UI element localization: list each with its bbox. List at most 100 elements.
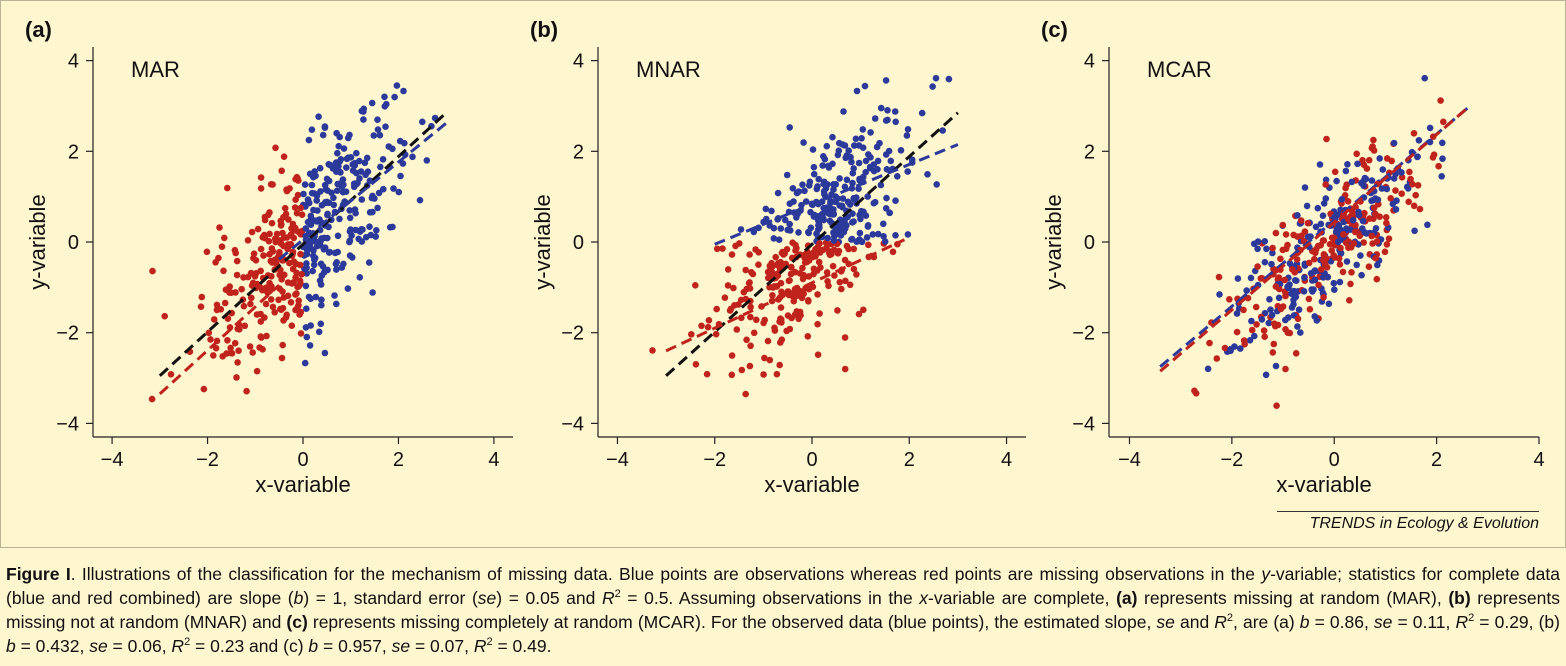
data-point xyxy=(286,259,293,267)
data-point xyxy=(903,132,911,139)
data-point xyxy=(1234,275,1242,282)
data-point xyxy=(1311,255,1318,263)
data-point xyxy=(1374,196,1382,203)
data-point xyxy=(1279,246,1287,254)
data-point xyxy=(1260,327,1268,334)
data-point xyxy=(235,347,242,355)
data-point xyxy=(800,139,807,146)
data-point xyxy=(1226,296,1233,303)
fit-line-complete_fit xyxy=(158,111,448,377)
data-point xyxy=(760,319,767,327)
data-point xyxy=(352,226,360,234)
data-point xyxy=(850,245,858,253)
data-point xyxy=(247,300,254,308)
data-point xyxy=(358,238,366,245)
data-point xyxy=(330,194,337,202)
data-point xyxy=(1323,135,1330,143)
data-point xyxy=(881,238,889,245)
data-point xyxy=(292,196,299,203)
fit-line-missing xyxy=(665,238,906,353)
data-point xyxy=(233,257,241,265)
data-point xyxy=(1337,226,1344,233)
data-point xyxy=(1282,316,1289,324)
data-point xyxy=(224,337,231,344)
data-point xyxy=(316,164,324,172)
data-point xyxy=(1415,137,1423,144)
fit-line-observed xyxy=(278,122,448,261)
data-point xyxy=(740,288,748,296)
data-point xyxy=(1330,279,1338,287)
data-point xyxy=(1240,306,1247,314)
data-point xyxy=(346,131,353,139)
data-point xyxy=(842,154,849,162)
data-point xyxy=(1336,261,1344,268)
data-point xyxy=(821,190,828,198)
data-point xyxy=(692,282,699,289)
y-tick-label: −4 xyxy=(56,413,79,435)
data-point xyxy=(891,108,899,115)
data-point xyxy=(1410,202,1418,210)
data-point xyxy=(713,305,720,313)
data-point xyxy=(887,157,895,165)
data-point xyxy=(1335,238,1342,246)
data-point xyxy=(823,244,830,252)
data-point xyxy=(786,220,793,228)
data-point xyxy=(294,174,301,182)
data-point xyxy=(1281,276,1288,284)
data-point xyxy=(391,93,398,101)
data-point xyxy=(742,390,749,398)
data-point xyxy=(334,149,341,157)
data-point xyxy=(1277,255,1284,263)
data-point xyxy=(366,223,373,230)
data-point xyxy=(333,259,341,266)
data-point xyxy=(344,285,352,292)
data-point xyxy=(247,269,255,277)
data-point xyxy=(1383,241,1391,248)
data-point xyxy=(221,234,228,242)
data-point xyxy=(1322,255,1330,262)
data-point xyxy=(1272,229,1280,237)
data-point xyxy=(1279,221,1287,229)
data-point xyxy=(1261,238,1269,245)
figure-frame: −4 −2 0 2 4 −4 −2 0 2 4 x-variable y-variable (a) MAR… xyxy=(0,0,1566,548)
data-point xyxy=(865,241,872,249)
data-point xyxy=(1269,349,1277,356)
data-point xyxy=(346,214,354,222)
data-point xyxy=(289,220,297,228)
data-point xyxy=(1345,244,1352,251)
data-point xyxy=(924,171,931,178)
data-point xyxy=(814,351,822,359)
data-point xyxy=(1331,286,1338,294)
data-point xyxy=(839,203,846,211)
data-point xyxy=(315,113,322,120)
data-point xyxy=(273,230,281,238)
data-point xyxy=(861,82,869,90)
data-point xyxy=(356,274,364,281)
data-point xyxy=(894,173,901,180)
data-point xyxy=(315,328,323,336)
data-point xyxy=(246,343,254,350)
data-point xyxy=(859,126,867,133)
data-point xyxy=(1253,321,1260,328)
data-point xyxy=(1306,306,1314,313)
data-point xyxy=(358,107,366,115)
data-point xyxy=(318,296,325,304)
data-point xyxy=(831,272,838,279)
data-point xyxy=(305,136,313,144)
data-point xyxy=(1360,239,1367,246)
data-point xyxy=(197,303,205,311)
data-point xyxy=(1268,260,1275,268)
data-point xyxy=(300,190,307,198)
data-point xyxy=(1361,174,1369,182)
data-point xyxy=(904,231,912,238)
data-point xyxy=(261,213,269,221)
data-point xyxy=(821,155,829,163)
data-point xyxy=(224,315,232,323)
panel-letter: (a) xyxy=(25,17,52,42)
data-point xyxy=(296,277,304,285)
data-point xyxy=(1324,273,1332,281)
data-point xyxy=(409,153,416,161)
data-point xyxy=(322,186,330,193)
data-point xyxy=(853,238,860,245)
data-point xyxy=(238,285,245,293)
